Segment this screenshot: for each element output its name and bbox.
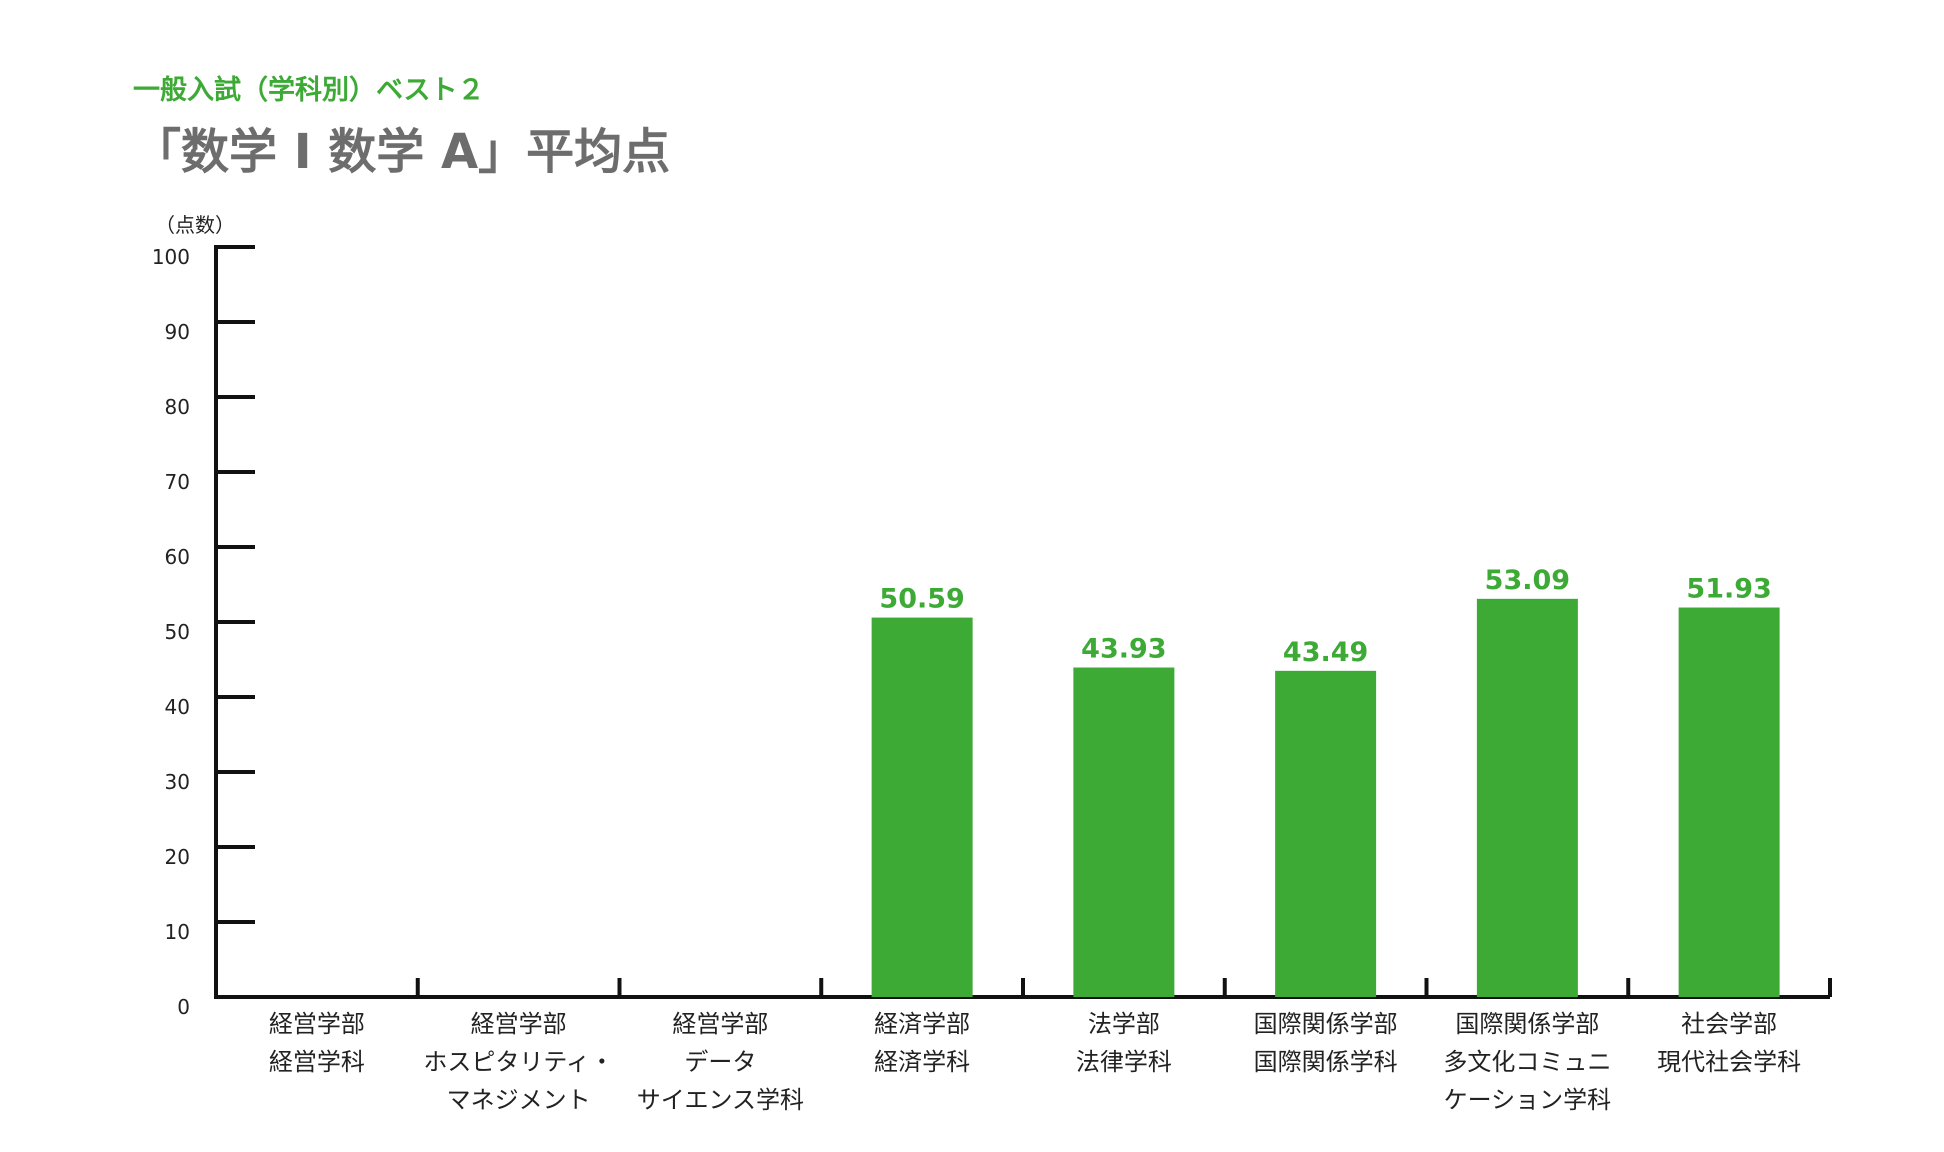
x-category-label: 法学部 [1088,1010,1160,1038]
y-tick-label: 100 [152,245,190,269]
x-category-label: 国際関係学科 [1254,1048,1398,1076]
x-category-label: データ [684,1048,756,1076]
bar [1275,670,1377,997]
bar-value-label: 53.09 [1485,565,1570,596]
x-category-label: 国際関係学部 [1254,1010,1398,1038]
x-category-label: ケーション学科 [1444,1086,1612,1114]
y-tick-label: 40 [165,695,190,719]
y-tick-label: 80 [165,395,190,419]
x-category-label: ホスピタリティ・ [423,1048,614,1076]
x-category-label: 経営学科 [269,1048,365,1076]
x-category-label: 経営学部 [672,1010,768,1038]
y-tick-label: 50 [165,620,190,644]
chart-title: 「数学 I 数学 A」平均点 [133,124,671,180]
x-category-label: 経済学科 [874,1048,970,1076]
x-category-label: 経済学部 [874,1010,970,1038]
y-tick-label: 70 [165,470,190,494]
x-category-label: 現代社会学科 [1657,1048,1801,1076]
bar-value-label: 50.59 [879,584,964,615]
x-category-label: マネジメント [447,1086,591,1114]
x-category-label: 経営学部 [269,1010,365,1038]
x-category-label: サイエンス学科 [637,1086,804,1114]
x-category-label: 経営学部 [471,1010,567,1038]
y-axis-unit-label: （点数） [155,213,235,237]
x-category-label: 法律学科 [1076,1048,1172,1076]
y-tick-label: 30 [165,770,190,794]
x-category-label: 国際関係学部 [1455,1010,1599,1038]
bar [1678,607,1780,997]
y-tick-label: 20 [165,845,190,869]
x-category-label: 多文化コミュニ [1443,1048,1611,1076]
y-tick-label: 0 [177,995,190,1019]
y-tick-label: 60 [165,545,190,569]
chart-subtitle: 一般入試（学科別）ベスト２ [133,75,485,106]
bar [871,617,973,997]
bar [1476,598,1578,997]
bar-value-label: 51.93 [1686,574,1771,605]
y-tick-label: 90 [165,320,190,344]
bar-value-label: 43.49 [1283,637,1368,668]
bar [1073,667,1175,997]
y-tick-label: 10 [165,920,190,944]
x-category-label: 社会学部 [1681,1010,1777,1038]
bar-value-label: 43.93 [1081,634,1166,665]
